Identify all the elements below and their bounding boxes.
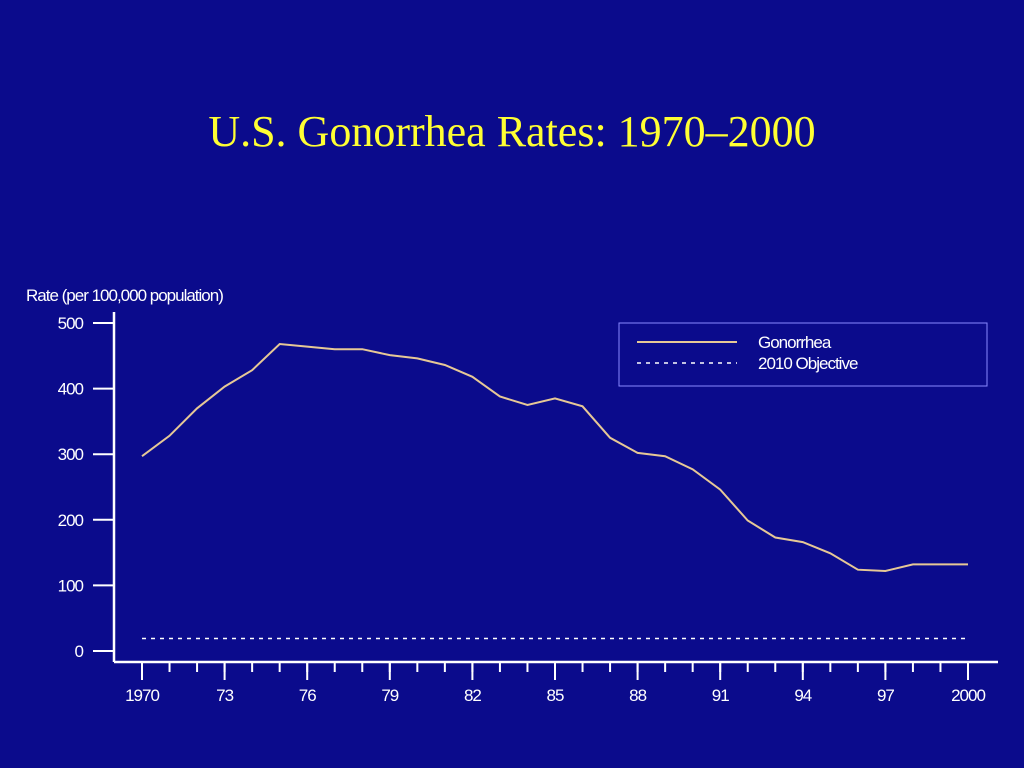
series-layer — [141, 342, 968, 640]
slide-title: U.S. Gonorrhea Rates: 1970–2000 — [208, 107, 816, 156]
x-tick-label: 91 — [712, 686, 729, 705]
series-line-gonorrhea — [141, 342, 968, 573]
y-tick-label: 0 — [75, 642, 84, 661]
x-ticks: 1970 73 76 79 82 85 88 91 94 97 2000 — [125, 662, 986, 705]
x-tick-label: 73 — [216, 686, 233, 705]
x-tick-label: 88 — [629, 686, 646, 705]
y-tick-label: 100 — [58, 576, 84, 595]
x-tick-label: 85 — [547, 686, 564, 705]
x-tick-label: 79 — [381, 686, 398, 705]
y-ticks: 0 100 200 300 400 500 — [58, 314, 114, 661]
y-tick-label: 300 — [58, 445, 84, 464]
y-tick-label: 400 — [58, 380, 84, 399]
x-tick-label: 82 — [464, 686, 481, 705]
x-tick-label: 76 — [299, 686, 316, 705]
axes — [112, 312, 998, 664]
legend-label-gonorrhea: Gonorrhea — [758, 333, 832, 352]
x-tick-label: 1970 — [125, 686, 159, 705]
x-tick-label: 97 — [877, 686, 894, 705]
y-tick-label: 200 — [58, 511, 84, 530]
legend: Gonorrhea 2010 Objective — [618, 322, 988, 387]
y-tick-label: 500 — [58, 314, 84, 333]
legend-label-objective: 2010 Objective — [758, 354, 858, 373]
x-tick-label: 94 — [794, 686, 811, 705]
y-axis-label: Rate (per 100,000 population) — [26, 286, 223, 305]
legend-box — [618, 322, 988, 387]
x-tick-label: 2000 — [951, 686, 985, 705]
